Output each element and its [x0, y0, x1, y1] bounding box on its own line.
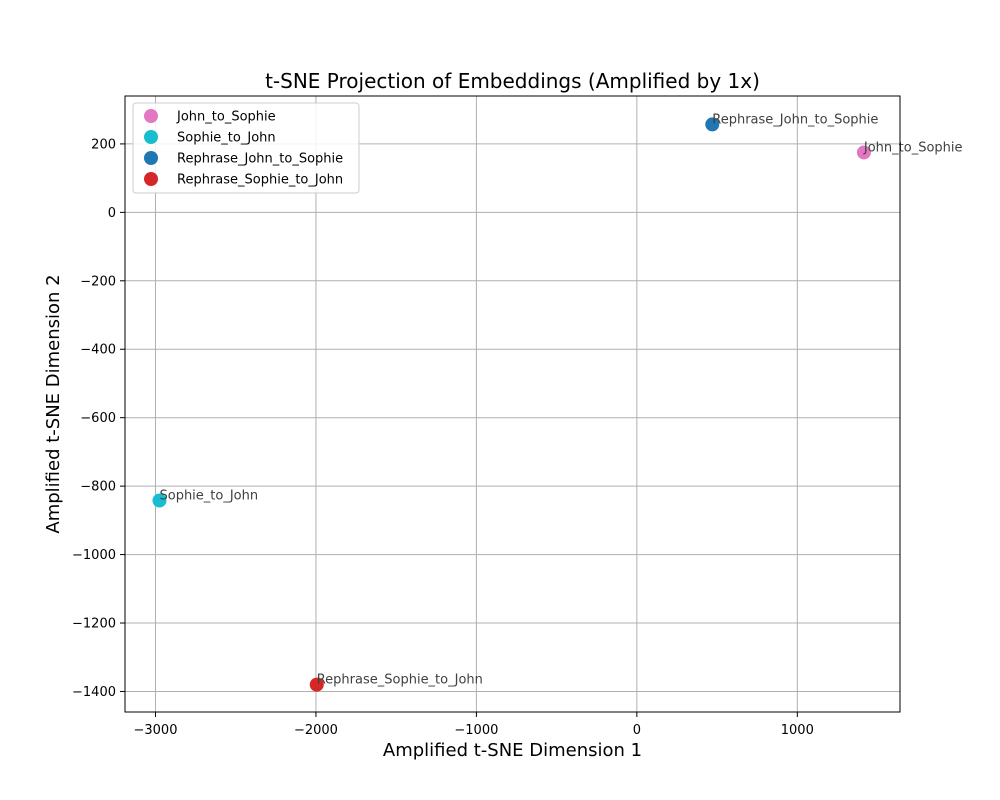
y-axis-label: Amplified t-SNE Dimension 2	[43, 274, 64, 533]
legend: John_to_Sophie Sophie_to_John Rephrase_Joh…	[132, 102, 360, 194]
y-tick-label: −1000	[72, 548, 116, 563]
data-points	[152, 117, 871, 692]
plot-frame	[124, 95, 901, 713]
y-tick-label: −800	[80, 480, 116, 495]
data-point	[856, 145, 871, 160]
y-tick-label: −200	[80, 274, 116, 289]
legend-label: Sophie_to_John	[177, 131, 276, 146]
x-tick-label: 1000	[781, 723, 814, 738]
y-tick-label: −1200	[72, 617, 116, 632]
chart-title: t-SNE Projection of Embeddings (Amplifie…	[265, 69, 760, 93]
point-label: John_to_Sophie	[863, 140, 963, 155]
legend-marker	[144, 151, 158, 165]
point-label: Rephrase_John_to_Sophie	[712, 112, 878, 127]
data-point	[705, 117, 720, 132]
legend-marker	[144, 130, 158, 144]
point-label: Sophie_to_John	[159, 489, 258, 504]
y-tick-label: −400	[80, 343, 116, 358]
legend-marker	[144, 109, 158, 123]
legend-label: John_to_Sophie	[176, 110, 276, 125]
x-tick-label: −1000	[454, 723, 498, 738]
legend-label: Rephrase_John_to_Sophie	[177, 152, 343, 167]
legend-box	[132, 102, 360, 194]
grid	[125, 96, 900, 712]
x-tick-label: −3000	[133, 723, 177, 738]
data-point	[309, 677, 324, 692]
legend-label: Rephrase_Sophie_to_John	[177, 173, 343, 188]
y-tick-label: −1400	[72, 685, 116, 700]
y-tick-label: 0	[108, 206, 116, 221]
x-axis-label: Amplified t-SNE Dimension 1	[383, 740, 642, 761]
legend-marker	[144, 172, 158, 186]
x-tick-label: −2000	[294, 723, 338, 738]
point-label: Rephrase_Sophie_to_John	[317, 673, 483, 688]
y-axis: 200 0 −200 −400 −600 −800 −1000 −1200 −1400	[72, 137, 125, 700]
y-tick-label: 200	[91, 137, 116, 152]
x-tick-label: 0	[633, 723, 641, 738]
x-axis: −3000 −2000 −1000 0 1000	[133, 712, 814, 738]
data-point	[152, 493, 167, 508]
y-tick-label: −600	[80, 411, 116, 426]
point-labels: John_to_Sophie Sophie_to_John Rephrase_Joh…	[159, 112, 962, 687]
